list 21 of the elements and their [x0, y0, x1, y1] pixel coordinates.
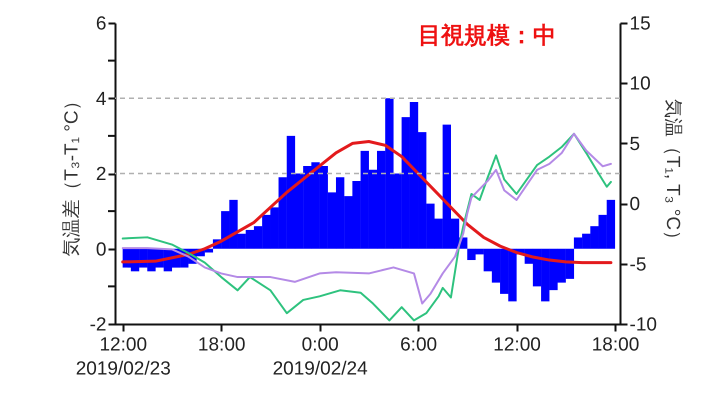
y-tick-label: -2: [90, 314, 106, 336]
y2-axis-title: 気温（T₁, T₃ °C）: [662, 98, 683, 250]
x-tick-label: 12:00: [493, 334, 541, 356]
y2-tick-label: -5: [630, 254, 646, 276]
y-axis-title: 気温差（T₃-T₁ °C）: [62, 91, 83, 257]
x-tick-label: 18:00: [198, 334, 246, 356]
y2-tick-label: 5: [630, 134, 640, 155]
x-tick-label: 12:00 2019/02/23: [76, 334, 171, 380]
y2-tick-label: 10: [630, 74, 651, 95]
annotation: 目視規模：中: [418, 22, 556, 48]
x-tick-label: 18:00: [592, 334, 640, 356]
line-series: [121, 140, 612, 264]
y2-tick-label: 15: [630, 14, 651, 34]
x-tick-label: 0:00 2019/02/24: [272, 334, 368, 380]
y2-tick-label: -10: [630, 314, 657, 336]
y-tick-label: 2: [96, 164, 106, 185]
y-tick-label: 6: [96, 14, 106, 34]
y-tick-label: 4: [96, 88, 107, 110]
y2-tick-label: 0: [630, 194, 640, 216]
x-tick-label: 6:00: [400, 334, 438, 356]
y-tick-label: 0: [96, 239, 106, 260]
